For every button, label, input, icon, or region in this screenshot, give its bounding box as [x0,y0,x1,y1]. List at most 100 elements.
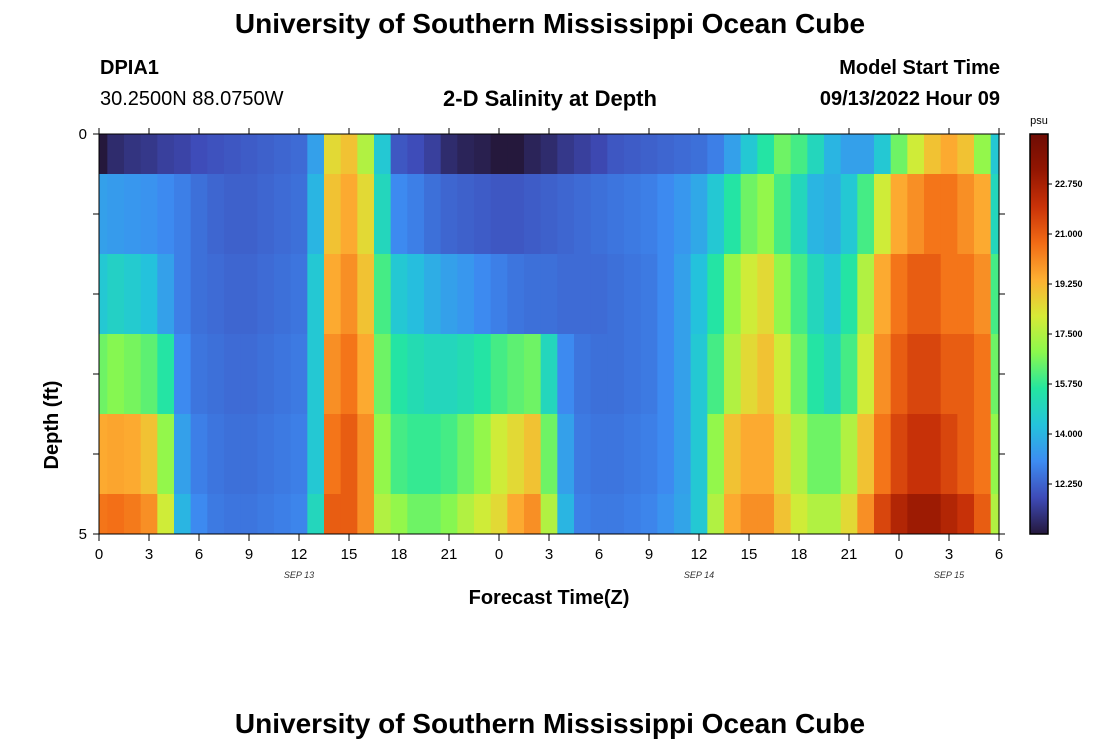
heatmap-cell [240,254,258,335]
heatmap-cell [440,414,458,495]
heatmap-cell [224,334,242,415]
x-tick-label: 3 [145,546,153,563]
heatmap-cell [324,174,342,255]
heatmap-cell [207,494,225,535]
heatmap-cell [274,494,292,535]
heatmap-cell [590,334,608,415]
heatmap-cell [257,254,275,335]
heatmap-cell [940,174,958,255]
heatmap-cell [557,134,575,175]
heatmap-cell [207,334,225,415]
heatmap-cell [990,334,1000,415]
colorbar-tick-label: 15.750 [1055,379,1083,389]
heatmap-cell [340,334,358,415]
heatmap-cell [907,414,925,495]
heatmap-cell [324,254,342,335]
heatmap-cell [190,414,208,495]
heatmap-cell [357,254,375,335]
heatmap-cell [857,254,875,335]
heatmap-cell [740,414,758,495]
colorbar-tick-label: 19.250 [1055,279,1083,289]
heatmap-cell [607,334,625,415]
heatmap-cell [440,494,458,535]
heatmap-cell [474,494,492,535]
heatmap-cell [557,494,575,535]
heatmap-cell [207,174,225,255]
heatmap-cell [174,334,192,415]
heatmap-cell [207,254,225,335]
x-tick-label: 15 [741,546,758,563]
heatmap-cell [157,254,175,335]
heatmap-cell [807,414,825,495]
heatmap-cell [874,414,892,495]
heatmap-cell [107,494,125,535]
heatmap-cell [824,494,842,535]
heatmap-cell [690,414,708,495]
heatmap-cell [140,494,158,535]
heatmap-cell [407,334,425,415]
x-tick-label: 6 [195,546,203,563]
heatmap-cell [757,414,775,495]
heatmap-cell [774,414,792,495]
heatmap-cell [807,334,825,415]
heatmap-cell [690,334,708,415]
heatmap-cell [690,134,708,175]
heatmap-cell [874,254,892,335]
heatmap-cell [307,414,325,495]
heatmap-cell [940,414,958,495]
heatmap-cell [390,494,408,535]
heatmap-cell [624,494,642,535]
heatmap-cell [840,134,858,175]
heatmap-cell [424,134,442,175]
heatmap-cell [590,494,608,535]
heatmap-cell [890,174,908,255]
heatmap-cell [224,134,242,175]
colorbar-tick-label: 14.000 [1055,429,1083,439]
heatmap-cell [524,174,542,255]
heatmap-cell [940,134,958,175]
heatmap-cell [290,254,308,335]
heatmap-cell [140,254,158,335]
heatmap-cell [757,334,775,415]
heatmap-cell [774,334,792,415]
heatmap-cell [674,174,692,255]
heatmap-cell [757,174,775,255]
heatmap-cell [490,494,508,535]
heatmap-cell [824,254,842,335]
heatmap-cell [540,414,558,495]
heatmap-cell [507,174,525,255]
heatmap-cell [307,494,325,535]
heatmap-cell [824,334,842,415]
heatmap-cell [757,134,775,175]
heatmap-cell [557,414,575,495]
heatmap-cell [907,174,925,255]
heatmap-cell [274,134,292,175]
heatmap-cell [99,494,108,535]
heatmap-cell [357,414,375,495]
heatmap-cell [307,134,325,175]
heatmap-cell [99,414,108,495]
heatmap-cell [457,334,475,415]
x-tick-label: 3 [545,546,553,563]
heatmap-cell [557,174,575,255]
heatmap-cell [390,254,408,335]
heatmap-cell [99,174,108,255]
heatmap-cell [224,494,242,535]
heatmap-cell [940,334,958,415]
heatmap-cell [707,134,725,175]
x-tick-label: 12 [291,546,308,563]
heatmap-cell [957,174,975,255]
heatmap-cell [624,414,642,495]
heatmap-cell [357,494,375,535]
heatmap-cell [324,134,342,175]
heatmap-cell [240,334,258,415]
heatmap-cell [207,414,225,495]
heatmap-cell [774,254,792,335]
heatmap-cell [140,414,158,495]
heatmap-cell [407,414,425,495]
colorbar-gradient [1029,133,1049,535]
heatmap-cell [107,334,125,415]
model-start-value: 09/13/2022 Hour 09 [819,88,1000,110]
heatmap-cell [957,334,975,415]
heatmap-cell [524,334,542,415]
